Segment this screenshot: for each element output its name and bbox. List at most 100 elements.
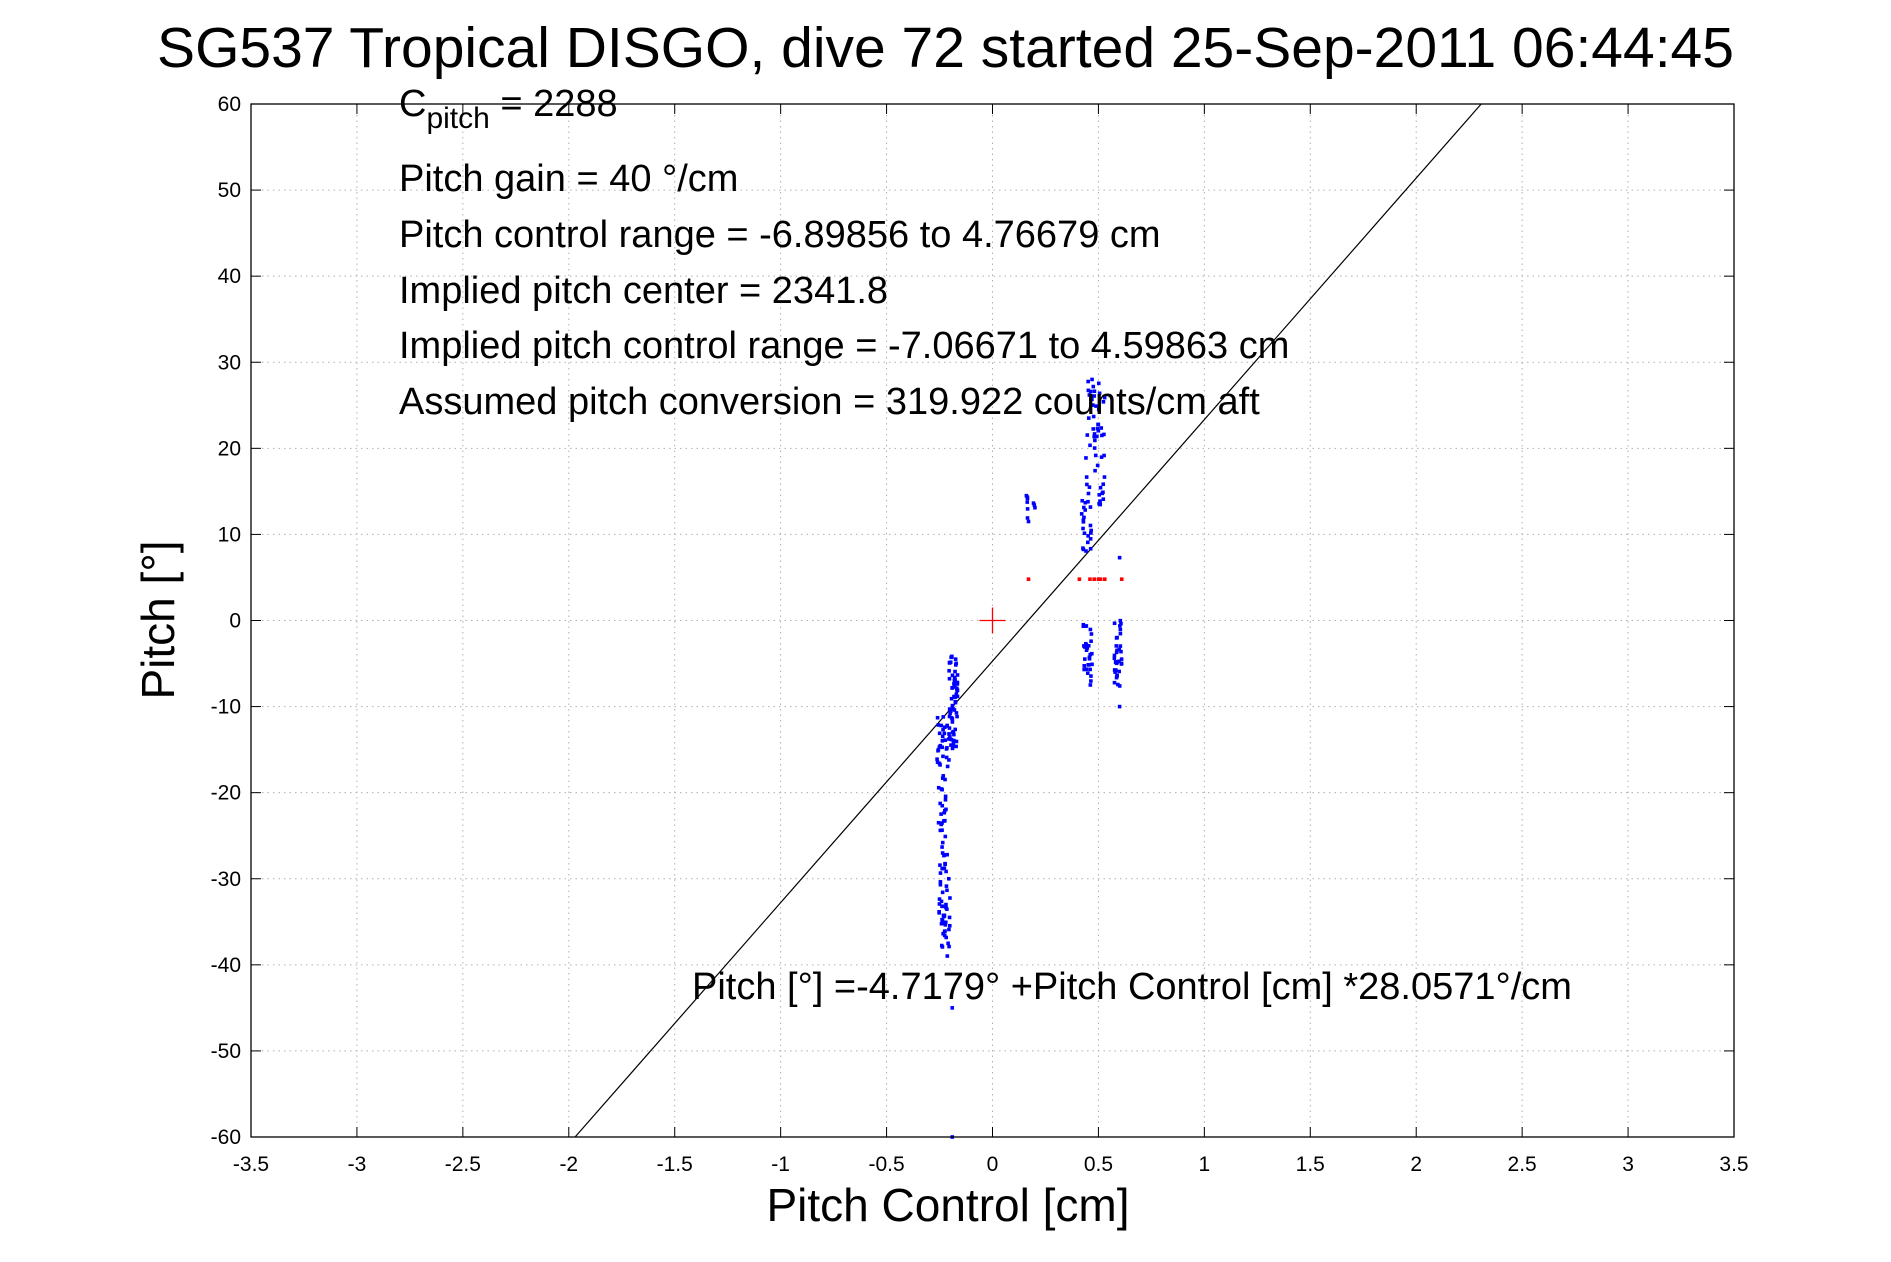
data-point — [1091, 427, 1096, 431]
data-point — [950, 673, 955, 678]
data-point — [939, 921, 944, 926]
implied-pitch-center-annotation: Implied pitch center = 2341.8 — [399, 270, 889, 312]
data-point — [940, 866, 944, 871]
data-point — [1083, 508, 1087, 512]
data-point — [1032, 503, 1037, 507]
data-point — [1033, 505, 1037, 510]
data-point — [947, 944, 951, 949]
data-point — [1083, 645, 1087, 649]
fit-line — [574, 103, 1482, 1138]
data-point — [936, 785, 941, 790]
data-point — [1085, 540, 1090, 545]
data-point — [1098, 577, 1103, 581]
data-point — [1092, 394, 1096, 398]
data-point — [936, 747, 941, 752]
x-tick-label: 1 — [1199, 1153, 1211, 1176]
data-point — [1118, 618, 1123, 623]
data-point — [949, 743, 953, 747]
data-point — [1088, 505, 1093, 509]
data-point — [1112, 680, 1117, 685]
data-point — [1089, 639, 1093, 644]
data-point — [1089, 531, 1093, 535]
data-point — [944, 905, 948, 910]
data-point — [1119, 649, 1123, 654]
data-point — [938, 882, 943, 887]
data-point — [1114, 675, 1119, 680]
y-tick-label: 10 — [218, 523, 241, 546]
data-point — [1098, 485, 1103, 490]
data-point — [941, 774, 946, 778]
data-point — [1031, 501, 1036, 505]
data-point — [947, 737, 951, 741]
x-tick-label: 0 — [987, 1153, 999, 1176]
data-point — [953, 669, 957, 674]
data-point — [950, 746, 955, 751]
data-point — [951, 706, 955, 711]
data-point — [945, 724, 950, 728]
data-point — [945, 954, 950, 958]
data-point — [1088, 667, 1092, 672]
data-point — [1025, 496, 1030, 501]
data-point — [1089, 528, 1093, 533]
data-point — [940, 904, 945, 909]
data-point — [939, 899, 944, 904]
y-tick-label: 40 — [218, 265, 241, 288]
data-point — [945, 746, 949, 750]
data-point — [945, 888, 949, 893]
data-point — [943, 923, 948, 927]
data-point — [949, 737, 954, 742]
data-point — [1100, 491, 1104, 496]
data-point — [1089, 674, 1093, 678]
data-point — [936, 723, 941, 727]
data-point — [1025, 516, 1030, 520]
data-point — [939, 723, 943, 728]
data-point — [947, 758, 951, 762]
data-point — [1026, 577, 1031, 581]
data-point — [1090, 377, 1094, 382]
data-point — [1112, 621, 1117, 626]
data-point — [940, 851, 945, 855]
center-marker — [979, 607, 1006, 634]
data-point — [945, 852, 949, 857]
data-point — [1087, 485, 1092, 489]
data-point — [1088, 627, 1093, 632]
data-point — [948, 734, 952, 739]
data-point — [1101, 482, 1106, 487]
chart-title: SG537 Tropical DISGO, dive 72 started 25… — [157, 16, 1734, 80]
data-point — [1097, 493, 1102, 497]
data-point — [1087, 393, 1092, 397]
data-point — [953, 663, 958, 667]
data-point — [954, 739, 959, 744]
data-point — [1082, 515, 1086, 520]
data-point — [1082, 505, 1086, 510]
data-point — [1093, 468, 1097, 473]
data-point — [943, 725, 947, 729]
data-point — [1081, 526, 1085, 531]
data-point — [1116, 682, 1120, 687]
data-point — [937, 897, 942, 901]
data-point — [1088, 683, 1093, 687]
data-point — [944, 884, 949, 888]
x-tick-label: -3.5 — [233, 1153, 269, 1176]
ticks: -3.5 -3 -2.5 -2 -1.5 -1 -0.5 0 0.5 1 1.5 2 2.5 3 3.5 -6… — [211, 93, 1749, 1176]
data-point — [1086, 534, 1090, 538]
data-point — [952, 738, 956, 743]
data-point — [1090, 397, 1094, 402]
data-point — [1085, 482, 1089, 487]
data-point — [949, 696, 954, 701]
data-point — [1112, 653, 1117, 658]
data-point — [955, 694, 960, 699]
data-point — [1083, 657, 1087, 661]
data-point — [1101, 400, 1106, 404]
data-point — [1098, 502, 1103, 507]
data-point — [1085, 646, 1090, 650]
data-point — [1117, 684, 1122, 688]
data-point — [940, 803, 945, 808]
data-point — [1097, 391, 1102, 396]
data-point — [1118, 631, 1123, 636]
data-point — [1080, 498, 1085, 503]
data-point — [1025, 507, 1030, 511]
data-point — [955, 673, 960, 677]
data-point — [947, 915, 952, 920]
